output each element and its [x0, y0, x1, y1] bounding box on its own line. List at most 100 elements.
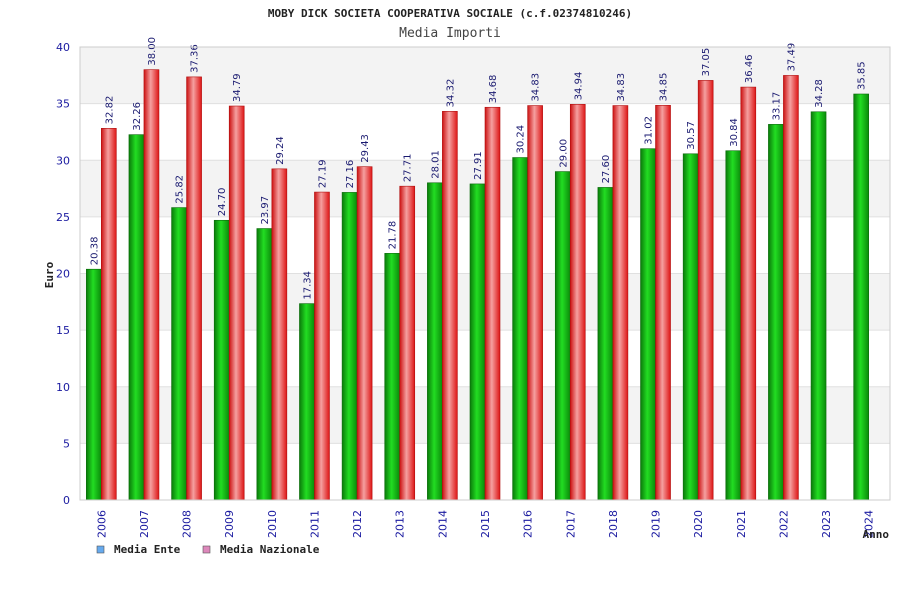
- bar-media-nazionale-2015: [484, 106, 501, 501]
- data-label-media-nazionale-2013: 27.71: [403, 154, 414, 183]
- data-label-media-ente-2021: 30.84: [729, 118, 740, 147]
- bar-media-ente-2022: [768, 124, 784, 501]
- data-label-media-ente-2014: 28.01: [430, 150, 441, 179]
- bar-media-ente-2006: [86, 268, 102, 501]
- bar-media-nazionale-2014: [442, 111, 458, 501]
- data-label-media-ente-2011: 17.34: [302, 271, 313, 300]
- legend-label-media-nazionale: Media Nazionale: [220, 543, 320, 556]
- data-label-media-ente-2012: 27.16: [345, 160, 356, 189]
- data-label-media-ente-2019: 31.02: [644, 116, 655, 145]
- bar-media-nazionale-2013: [399, 185, 416, 501]
- bar-media-ente-2014: [427, 182, 443, 501]
- data-label-media-nazionale-2010: 29.24: [275, 136, 286, 165]
- y-tick-label: 25: [56, 211, 70, 224]
- bar-media-nazionale-2016: [527, 105, 543, 501]
- bar-media-ente-2011: [299, 303, 315, 501]
- bar-media-nazionale-2010: [271, 168, 288, 501]
- x-tick-label-2007: 2007: [138, 510, 151, 538]
- data-label-media-ente-2006: 20.38: [89, 237, 100, 266]
- x-tick-label-2010: 2010: [266, 510, 279, 538]
- data-label-media-ente-2022: 33.17: [771, 92, 782, 121]
- data-label-media-nazionale-2016: 34.83: [531, 73, 542, 102]
- bar-media-ente-2007: [128, 134, 145, 501]
- bar-media-ente-2013: [384, 253, 401, 501]
- x-tick-label-2016: 2016: [522, 510, 535, 538]
- data-label-media-nazionale-2021: 36.46: [744, 54, 755, 83]
- bar-media-nazionale-2018: [612, 105, 629, 501]
- bar-media-nazionale-2008: [186, 76, 202, 501]
- x-tick-label-2013: 2013: [394, 510, 407, 538]
- bar-media-ente-2012: [341, 192, 358, 501]
- data-label-media-ente-2016: 30.24: [516, 125, 527, 154]
- bar-media-nazionale-2017: [569, 104, 586, 501]
- x-tick-label-2018: 2018: [607, 510, 620, 538]
- x-tick-label-2023: 2023: [820, 510, 833, 538]
- bar-media-ente-2015: [469, 183, 486, 501]
- data-label-media-nazionale-2019: 34.85: [659, 73, 670, 102]
- plot-frame: [79, 46, 891, 501]
- legend-swatch-media-ente: [96, 545, 105, 554]
- data-label-media-ente-2018: 27.60: [601, 155, 612, 184]
- data-label-media-ente-2010: 23.97: [260, 196, 271, 225]
- data-label-media-nazionale-2022: 37.49: [786, 43, 797, 72]
- chart-title: MOBY DICK SOCIETA COOPERATIVA SOCIALE (c…: [268, 7, 632, 20]
- data-label-media-ente-2009: 24.70: [217, 188, 228, 217]
- y-axis-label: Euro: [43, 261, 56, 288]
- data-label-media-ente-2023: 34.28: [814, 79, 825, 108]
- x-tick-label-2019: 2019: [650, 510, 663, 538]
- bar-media-nazionale-2012: [356, 166, 373, 501]
- y-tick-label: 0: [63, 494, 70, 507]
- x-tick-label-2022: 2022: [777, 510, 790, 538]
- data-label-media-nazionale-2006: 32.82: [104, 96, 115, 125]
- data-label-media-ente-2008: 25.82: [175, 175, 186, 204]
- x-tick-label-2020: 2020: [692, 510, 705, 538]
- bar-media-nazionale-2019: [655, 105, 671, 501]
- data-labels: 20.38 32.82 32.26 38.00 25.82 37.36 24.70 34.79…: [89, 37, 867, 300]
- x-tick-label-2006: 2006: [95, 510, 108, 538]
- bar-media-nazionale-2011: [314, 191, 330, 501]
- bar-media-ente-2009: [213, 219, 230, 501]
- x-tick-label-2015: 2015: [479, 510, 492, 538]
- data-label-media-ente-2017: 29.00: [558, 139, 569, 168]
- legend-label-media-ente: Media Ente: [114, 543, 181, 556]
- bar-media-ente-2008: [171, 207, 187, 501]
- y-tick-label: 30: [56, 154, 70, 167]
- x-tick-label-2017: 2017: [564, 510, 577, 538]
- x-tick-label-2012: 2012: [351, 510, 364, 538]
- y-tick-label: 40: [56, 41, 70, 54]
- bar-media-nazionale-2021: [740, 86, 757, 501]
- y-tick-label: 35: [56, 98, 70, 111]
- data-label-media-nazionale-2014: 34.32: [445, 79, 456, 108]
- bar-media-ente-2010: [256, 228, 273, 501]
- data-label-media-nazionale-2011: 27.19: [317, 159, 328, 188]
- x-tick-label-2014: 2014: [436, 510, 449, 538]
- bar-media-ente-2020: [682, 153, 699, 501]
- y-tick-label: 10: [56, 381, 70, 394]
- y-tick-labels: 0 5 10 15 20 25 30 35 40: [56, 41, 70, 507]
- data-label-media-nazionale-2017: 34.94: [573, 72, 584, 101]
- bar-media-ente-2019: [640, 148, 656, 501]
- x-tick-label-2021: 2021: [735, 510, 748, 538]
- legend: Media Ente Media Nazionale: [96, 543, 320, 556]
- bar-media-nazionale-2020: [697, 80, 714, 501]
- data-label-media-ente-2015: 27.91: [473, 151, 484, 180]
- y-tick-label: 5: [63, 437, 70, 450]
- bar-media-nazionale-2006: [101, 128, 117, 501]
- data-label-media-ente-2013: 21.78: [388, 221, 399, 250]
- data-label-media-ente-2007: 32.26: [132, 102, 143, 131]
- data-label-media-ente-2020: 30.57: [686, 121, 697, 150]
- data-label-media-nazionale-2018: 34.83: [616, 73, 627, 102]
- bar-media-ente-2017: [554, 171, 571, 501]
- bar-media-ente-2016: [512, 157, 528, 501]
- bar-media-nazionale-2007: [143, 69, 160, 501]
- x-tick-label-2011: 2011: [308, 510, 321, 538]
- bar-media-ente-2021: [725, 150, 742, 501]
- y-tick-label: 20: [56, 268, 70, 281]
- y-tick-label: 15: [56, 324, 70, 337]
- data-label-media-nazionale-2012: 29.43: [360, 134, 371, 163]
- x-axis-label: Anno: [863, 528, 890, 541]
- x-tick-label-2024: 2024: [863, 510, 876, 538]
- bar-media-ente-2023: [810, 111, 827, 501]
- x-tick-label-2009: 2009: [223, 510, 236, 538]
- data-label-media-nazionale-2015: 34.68: [488, 75, 499, 104]
